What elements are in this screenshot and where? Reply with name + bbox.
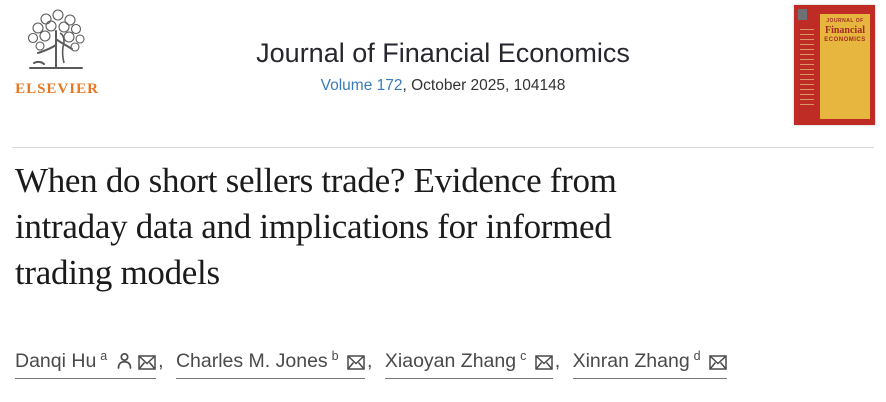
author-affiliation-sup: b: [331, 349, 339, 363]
author-separator: ,: [554, 350, 561, 372]
author-name: Xinran Zhang: [572, 350, 690, 372]
cover-panel: JOURNAL OF Financial ECONOMICS: [820, 14, 870, 119]
cover-spine-text: [800, 29, 814, 109]
volume-link[interactable]: Volume 172: [320, 77, 403, 94]
author-link-charles-m-jones[interactable]: Charles M. Jones b: [175, 349, 366, 379]
cover-financial: Financial: [824, 25, 865, 36]
journal-title-link[interactable]: Journal of Financial Economics: [256, 38, 630, 68]
author-affiliation-sup: a: [100, 349, 108, 363]
author-affiliation-sup: c: [520, 349, 527, 363]
cover-journal-of: JOURNAL OF: [826, 18, 864, 24]
author-separator: ,: [158, 350, 164, 372]
author-link-xiaoyan-zhang[interactable]: Xiaoyan Zhang c: [384, 349, 553, 379]
article-title-line-2: intraday data and implications for infor…: [15, 207, 612, 246]
author-name: Danqi Hu: [15, 350, 97, 372]
person-icon[interactable]: [116, 352, 133, 370]
author-list: Danqi Hu a , Charles M. Jones b , Xiaoyan …: [15, 349, 728, 379]
author-link-xinran-zhang[interactable]: Xinran Zhang d: [572, 349, 728, 379]
author-name: Xiaoyan Zhang: [384, 350, 517, 372]
elsevier-tree-icon: [27, 9, 85, 69]
article-title-line-1: When do short sellers trade? Evidence fr…: [15, 161, 617, 200]
author-affiliation-sup: d: [693, 349, 701, 363]
article-title-line-3: trading models: [15, 253, 220, 292]
email-icon[interactable]: [709, 355, 727, 370]
issue-info: , October 2025, 104148: [402, 77, 566, 94]
author-link-danqi-hu[interactable]: Danqi Hu a: [15, 349, 157, 379]
journal-head: Journal of Financial Economics Volume 17…: [0, 38, 886, 95]
author-name: Charles M. Jones: [175, 350, 328, 372]
email-icon[interactable]: [138, 355, 156, 370]
cover-society-mark: [798, 9, 807, 20]
email-icon[interactable]: [347, 355, 365, 370]
volume-line: Volume 172, October 2025, 104148: [0, 77, 886, 95]
cover-economics: ECONOMICS: [824, 37, 866, 43]
header-divider: [12, 147, 874, 148]
article-title: When do short sellers trade? Evidence fr…: [15, 158, 875, 296]
journal-cover-thumbnail[interactable]: JOURNAL OF Financial ECONOMICS: [794, 5, 875, 125]
author-separator: ,: [367, 350, 373, 372]
elsevier-logo[interactable]: ELSEVIER: [12, 5, 102, 98]
elsevier-wordmark: ELSEVIER: [15, 81, 99, 97]
email-icon[interactable]: [535, 355, 553, 370]
